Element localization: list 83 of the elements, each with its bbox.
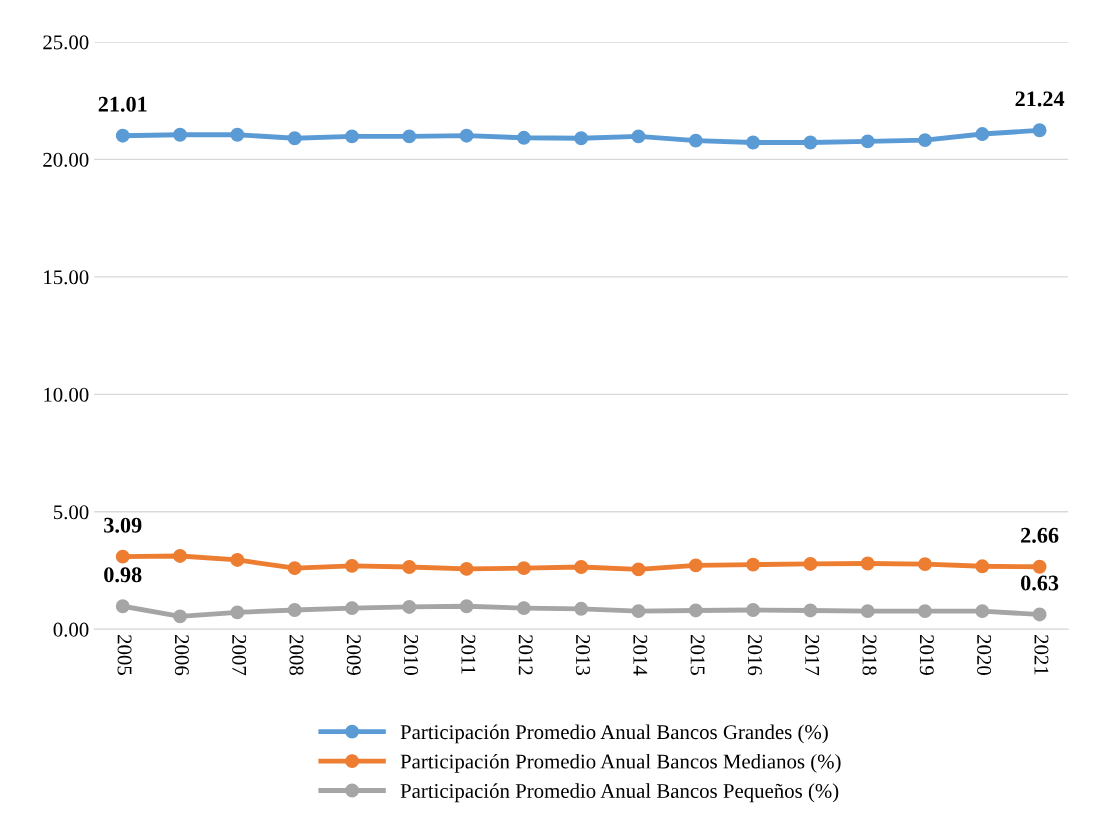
point [688, 133, 703, 148]
data-label: 21.24 [1015, 91, 1065, 107]
y-tick-label: 15.00 [44, 270, 89, 285]
x-tick-label: 2005 [117, 635, 132, 675]
point [345, 129, 359, 144]
point [459, 599, 474, 614]
y-tick-label: 5.00 [53, 505, 89, 520]
point [631, 604, 646, 619]
point [516, 130, 531, 145]
point [1032, 559, 1047, 574]
point [1032, 123, 1047, 138]
point [631, 562, 646, 577]
point [746, 135, 761, 150]
y-tick-label: 0.00 [53, 622, 89, 637]
point [173, 549, 187, 563]
point [860, 604, 875, 619]
point [115, 549, 130, 564]
x-tick-label: 2016 [747, 635, 762, 676]
x-tick-label: 2015 [690, 635, 705, 675]
point [918, 604, 932, 619]
point [574, 560, 589, 574]
y-tick-label: 20.00 [43, 152, 89, 167]
point [230, 127, 245, 142]
x-tick-label: 2021 [1034, 635, 1049, 675]
point [402, 560, 417, 574]
point [345, 601, 359, 616]
data-label: 21.01 [98, 96, 147, 112]
point [402, 599, 417, 614]
x-tick-label: 2019 [919, 635, 934, 675]
point [115, 599, 130, 614]
x-tick-label: 2014 [633, 635, 648, 676]
point [975, 604, 990, 619]
point [230, 605, 245, 620]
point [746, 557, 761, 572]
point [918, 133, 932, 148]
y-tick-label: 25.00 [43, 35, 89, 50]
point [918, 557, 932, 572]
x-tick-label: 2007 [232, 635, 247, 676]
data-label: 3.09 [104, 517, 142, 533]
point [574, 131, 589, 146]
x-tick-label: 2009 [346, 635, 361, 675]
point [230, 553, 245, 567]
x-tick-label: 2008 [289, 635, 304, 675]
point [975, 559, 990, 574]
point [803, 556, 818, 571]
point [287, 561, 302, 576]
point [860, 134, 875, 149]
data-label: 2.66 [1021, 527, 1059, 543]
y-tick-label: 10.00 [44, 387, 89, 402]
point [688, 558, 703, 573]
x-tick-label: 2011 [461, 635, 476, 674]
x-tick-label: 2013 [575, 635, 591, 675]
point [803, 135, 818, 150]
point [574, 601, 589, 616]
x-tick-label: 2017 [805, 635, 820, 676]
x-tick-label: 2018 [862, 635, 877, 675]
point [860, 556, 875, 571]
point [975, 127, 990, 141]
x-tick-label: 2006 [174, 635, 189, 676]
x-tick-label: 2020 [977, 635, 992, 675]
point [173, 609, 187, 624]
point [688, 603, 703, 618]
point [173, 127, 187, 142]
data-label: 0.63 [1021, 575, 1059, 591]
legend-label: Participación Promedio Anual Bancos Grandes (%) [400, 724, 828, 744]
point [803, 603, 818, 618]
point [746, 603, 761, 617]
point [1032, 607, 1047, 622]
point [287, 603, 302, 617]
point [459, 561, 474, 576]
point [516, 601, 531, 616]
point [516, 561, 531, 576]
data-label: 0.98 [104, 567, 142, 583]
point [115, 128, 130, 143]
legend-label: Participación Promedio Anual Bancos Pequeños (%) [400, 783, 839, 803]
x-tick-label: 2010 [404, 635, 419, 675]
point [345, 558, 359, 573]
point [631, 129, 646, 144]
point [287, 131, 302, 146]
x-tick-label: 2012 [518, 635, 533, 675]
point [459, 128, 474, 143]
point [402, 129, 417, 144]
legend-label: Participación Promedio Anual Bancos Medianos (%) [400, 753, 841, 773]
